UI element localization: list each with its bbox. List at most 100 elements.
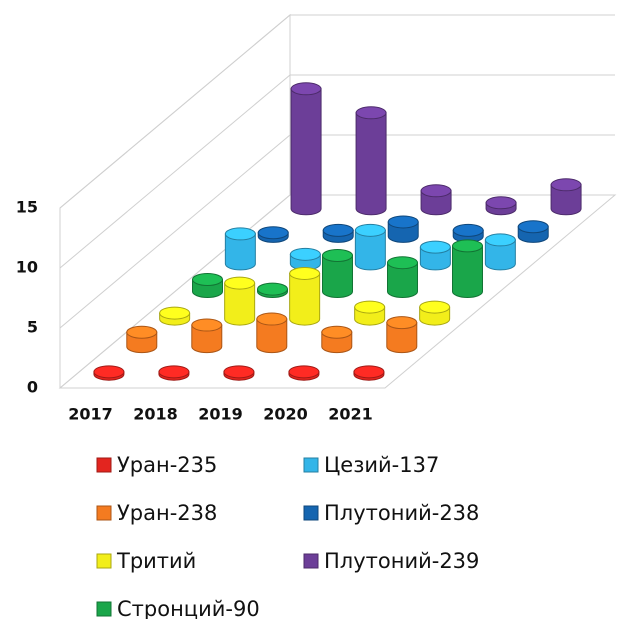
cylinder — [224, 276, 256, 326]
cylinder — [452, 239, 483, 298]
cylinder — [485, 196, 517, 216]
cylinder-top — [420, 184, 452, 198]
cylinder-top — [355, 106, 387, 120]
y-tick-label: 10 — [16, 258, 38, 277]
cylinder — [321, 325, 353, 354]
cylinder — [387, 256, 418, 298]
x-tick-label: 2018 — [133, 405, 178, 424]
cylinder-body — [550, 184, 582, 216]
cylinder-top — [484, 233, 516, 247]
cylinder-body — [420, 190, 452, 216]
cylinder-top — [550, 178, 582, 192]
cylinder-top — [126, 325, 158, 339]
cylinder-top — [223, 365, 255, 379]
cylinder-top — [485, 196, 517, 210]
cylinder-body — [224, 233, 256, 271]
cylinder-body — [386, 322, 418, 354]
cylinder-top — [289, 266, 321, 280]
cylinder — [387, 215, 419, 243]
cylinder-top — [452, 223, 484, 237]
cylinder — [353, 365, 385, 381]
cylinder-body — [355, 112, 387, 216]
cylinder — [289, 247, 321, 271]
legend-swatch — [96, 553, 112, 569]
cylinder — [322, 249, 353, 298]
cylinder — [192, 273, 223, 298]
cylinder — [257, 226, 289, 243]
cylinder — [484, 233, 516, 271]
legend-swatch — [303, 553, 319, 569]
y-tick-label: 5 — [27, 318, 38, 337]
cylinder-top — [517, 220, 549, 234]
grid-line — [59, 74, 615, 269]
cylinder-top — [191, 318, 223, 332]
legend-swatch — [96, 601, 112, 617]
cylinder-top — [354, 300, 386, 314]
cylinder-top — [159, 306, 191, 320]
cylinder — [256, 312, 288, 354]
cylinder — [419, 240, 451, 271]
cylinder-top — [288, 365, 320, 379]
cylinder-top — [93, 365, 125, 379]
legend-label: Плутоний-239 — [324, 549, 479, 573]
cylinder-top — [452, 239, 483, 253]
cylinder-body — [289, 272, 321, 326]
grid-line — [59, 134, 615, 329]
cylinder-top — [353, 365, 385, 379]
cylinder — [288, 365, 320, 381]
cylinder — [223, 365, 255, 381]
legend-swatch — [96, 505, 112, 521]
cylinder — [420, 184, 452, 216]
x-tick-label: 2021 — [328, 405, 373, 424]
cylinder-body — [387, 262, 418, 298]
cylinder — [126, 325, 158, 354]
cylinder — [290, 82, 322, 216]
legend-swatch — [96, 457, 112, 473]
cylinder — [517, 220, 549, 243]
cylinder-top — [321, 325, 353, 339]
legend-label: Тритий — [116, 549, 196, 573]
left-wall — [59, 13, 291, 388]
cylinder-body — [290, 88, 322, 216]
cylinder — [191, 318, 223, 354]
legend-label: Уран-238 — [117, 501, 217, 525]
cylinder-top — [419, 240, 451, 254]
cylinder — [224, 227, 256, 271]
cylinder-top — [158, 365, 190, 379]
y-tick-label: 15 — [16, 198, 38, 217]
cylinder-body — [224, 282, 256, 326]
cylinder-top — [386, 316, 418, 330]
cylinder-top — [322, 249, 353, 262]
x-tick-label: 2017 — [68, 405, 113, 424]
legend-label: Стронций-90 — [117, 597, 260, 619]
legend-label: Уран-235 — [117, 453, 217, 477]
cylinder — [158, 365, 190, 381]
cylinder-top — [290, 82, 322, 96]
cylinder-top — [224, 227, 256, 241]
cylinder — [257, 282, 288, 298]
cylinder-top — [419, 300, 451, 314]
cylinder-top — [257, 282, 288, 296]
cylinder — [419, 300, 451, 326]
cylinder-body — [322, 255, 353, 298]
cylinder-body — [256, 318, 288, 354]
legend-label: Цезий-137 — [324, 453, 439, 477]
cylinder-body — [484, 239, 516, 271]
cylinder-top — [192, 273, 223, 286]
x-tick-label: 2020 — [263, 405, 308, 424]
y-tick-label: 0 — [27, 378, 38, 397]
cylinder-top — [256, 312, 288, 326]
cylinder — [289, 266, 321, 326]
cylinder — [386, 316, 418, 354]
grid-line — [59, 194, 615, 389]
cylinder-top — [289, 247, 321, 261]
cylinder — [550, 178, 582, 216]
cylinder — [452, 223, 484, 243]
cylinder — [354, 223, 386, 271]
cylinder — [355, 106, 387, 216]
cylinder-top — [387, 256, 418, 270]
legend-swatch — [303, 505, 319, 521]
cylinder — [159, 306, 191, 326]
cylinder-top — [322, 223, 354, 237]
